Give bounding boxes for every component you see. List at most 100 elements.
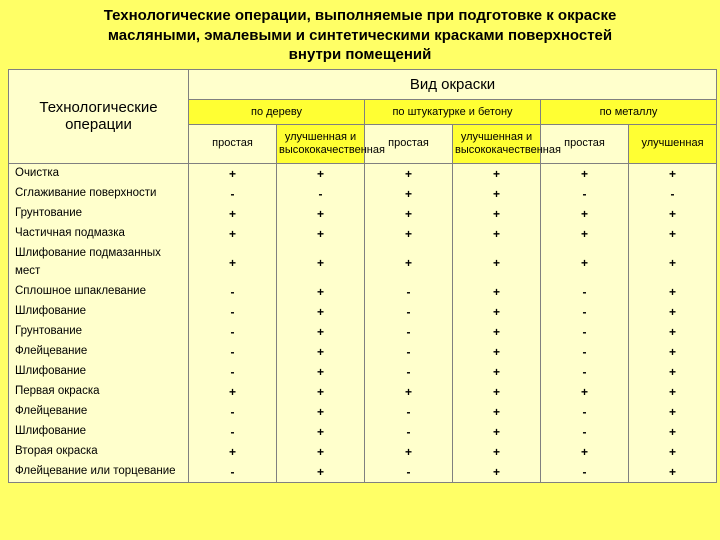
cell: + [189,163,277,184]
cell: + [365,163,453,184]
header-group-plaster: по штукатурке и бетону [365,99,541,124]
cell: - [365,402,453,422]
cell: + [541,224,629,244]
table-body: Очистка++++++ Сглаживание поверхности--+… [9,163,717,482]
header-group-wood: по дереву [189,99,365,124]
table-row: Вторая окраска++++++ [9,442,717,462]
cell: + [453,382,541,402]
op-label: Сглаживание поверхности [9,184,189,204]
cell: - [365,422,453,442]
cell: - [541,362,629,382]
cell: + [629,302,717,322]
table-row: Сплошное шпаклевание-+-+-+ [9,282,717,302]
cell: - [365,302,453,322]
cell: + [277,462,365,483]
cell: + [189,244,277,282]
op-label: Флейцевание [9,402,189,422]
cell: + [277,244,365,282]
table-row: Шлифование-+-+-+ [9,422,717,442]
cell: + [189,382,277,402]
cell: + [277,204,365,224]
cell: + [277,362,365,382]
cell: - [365,462,453,483]
cell: + [541,442,629,462]
operations-table: Технологические операции Вид окраски по … [8,69,717,483]
table-row: Шлифование-+-+-+ [9,302,717,322]
cell: + [453,224,541,244]
cell: + [365,224,453,244]
cell: - [541,402,629,422]
op-label: Шлифование [9,302,189,322]
op-label: Грунтование [9,204,189,224]
cell: - [365,282,453,302]
cell: + [453,362,541,382]
cell: - [365,362,453,382]
cell: + [453,442,541,462]
cell: - [189,462,277,483]
cell: + [277,442,365,462]
cell: - [541,282,629,302]
table-row: Частичная подмазка++++++ [9,224,717,244]
cell: + [365,442,453,462]
header-metal-improved: улучшенная [629,124,717,163]
cell: + [365,184,453,204]
cell: + [189,442,277,462]
header-plaster-good: улучшенная и высококачественная [453,124,541,163]
cell: + [277,422,365,442]
op-label: Шлифование подмазанных мест [9,244,189,282]
op-label: Флейцевание [9,342,189,362]
cell: + [453,462,541,483]
cell: + [629,362,717,382]
cell: - [277,184,365,204]
table-row: Флейцевание-+-+-+ [9,342,717,362]
header-group-metal: по металлу [541,99,717,124]
cell: + [189,204,277,224]
cell: - [629,184,717,204]
cell: - [189,422,277,442]
op-label: Грунтование [9,322,189,342]
title-line-3: внутри помещений [289,46,432,63]
cell: + [453,184,541,204]
cell: + [365,382,453,402]
cell: + [629,322,717,342]
page-title: Технологические операции, выполняемые пр… [18,6,702,65]
cell: + [629,422,717,442]
cell: + [277,382,365,402]
table-row: Шлифование-+-+-+ [9,362,717,382]
cell: + [629,282,717,302]
cell: + [453,244,541,282]
cell: - [189,362,277,382]
cell: + [277,224,365,244]
cell: + [365,204,453,224]
cell: + [365,244,453,282]
table-row: Флейцевание-+-+-+ [9,402,717,422]
cell: + [189,224,277,244]
cell: - [189,342,277,362]
cell: + [277,282,365,302]
cell: - [189,322,277,342]
cell: + [629,402,717,422]
cell: + [629,163,717,184]
cell: + [629,244,717,282]
op-label: Частичная подмазка [9,224,189,244]
cell: - [189,302,277,322]
cell: + [277,163,365,184]
cell: + [541,244,629,282]
cell: - [541,462,629,483]
title-line-1: Технологические операции, выполняемые пр… [104,7,617,24]
op-label: Флейцевание или торцевание [9,462,189,483]
header-super: Вид окраски [189,69,717,99]
table-row: Сглаживание поверхности--++-- [9,184,717,204]
title-line-2: масляными, эмалевыми и синтетическими кр… [108,27,612,44]
cell: + [453,163,541,184]
cell: - [189,282,277,302]
page: Технологические операции, выполняемые пр… [0,0,720,540]
cell: + [541,163,629,184]
table-row: Грунтование++++++ [9,204,717,224]
cell: + [629,224,717,244]
cell: + [453,204,541,224]
table-row: Очистка++++++ [9,163,717,184]
table-row: Первая окраска++++++ [9,382,717,402]
cell: + [629,342,717,362]
cell: + [453,302,541,322]
